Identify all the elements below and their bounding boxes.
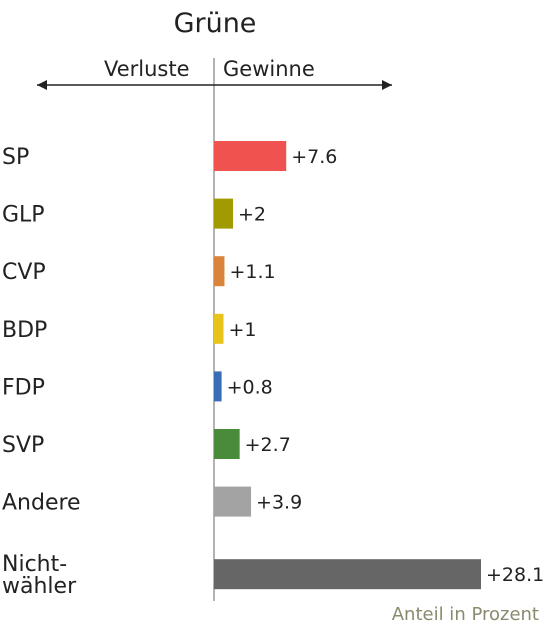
bar [214, 429, 240, 459]
category-label: Nicht-wähler [2, 552, 77, 599]
arrow-left-icon [37, 80, 47, 90]
category-label: Andere [2, 491, 81, 516]
value-label: +2 [238, 204, 266, 226]
bar [214, 371, 222, 402]
category-label: SVP [2, 433, 44, 458]
value-label: +28.1 [486, 564, 544, 586]
category-label: SP [2, 145, 29, 170]
bar [214, 141, 287, 171]
category-label: GLP [2, 203, 45, 228]
category-label: CVP [2, 260, 46, 285]
category-label: BDP [2, 318, 47, 343]
value-label: +0.8 [227, 376, 273, 398]
category-label: FDP [2, 375, 45, 400]
value-label: +3.9 [256, 492, 302, 514]
losses-label: Verluste [104, 57, 190, 81]
gains-label: Gewinne [223, 57, 315, 81]
bar [214, 198, 234, 229]
footnote: Anteil in Prozent [391, 604, 539, 625]
chart-title: Grüne [173, 8, 257, 39]
bar [214, 486, 252, 517]
value-label: +7.6 [291, 146, 337, 168]
bar [214, 313, 224, 344]
bar [214, 256, 225, 287]
value-label: +1 [229, 319, 257, 341]
value-label: +1.1 [229, 261, 275, 283]
bar [214, 559, 481, 590]
arrow-right-icon [382, 80, 392, 90]
value-label: +2.7 [245, 434, 291, 456]
